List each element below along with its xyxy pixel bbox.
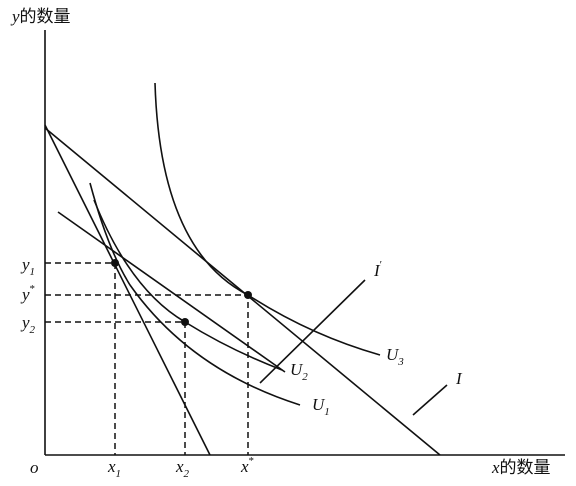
- curve-u1: [89, 182, 301, 406]
- base: U: [312, 395, 326, 414]
- guide: [45, 262, 116, 455]
- x-axis-label: x的数量: [491, 458, 551, 477]
- origin: o: [30, 458, 39, 477]
- subscript: 1: [116, 468, 122, 480]
- base: x: [240, 457, 249, 476]
- base: y: [20, 285, 30, 304]
- subscript: 2: [184, 468, 190, 480]
- subscript: 2: [30, 324, 36, 336]
- curve-u2: [93, 199, 283, 371]
- y-point-label: y1: [20, 255, 35, 278]
- y-point-label: y*: [20, 283, 35, 304]
- x-point-label: x2: [175, 457, 190, 480]
- line-label: I′: [373, 259, 382, 280]
- leader: [259, 279, 366, 384]
- curve-label: U3: [386, 345, 404, 368]
- var: y: [10, 7, 20, 26]
- base: I: [455, 369, 463, 388]
- base: U: [290, 360, 304, 379]
- superscript: *: [249, 455, 255, 467]
- subscript: 1: [324, 406, 330, 418]
- subscript: 3: [397, 356, 404, 368]
- subscript: 2: [302, 371, 308, 383]
- lines: [44, 82, 448, 456]
- y-point-label: y2: [20, 313, 36, 336]
- label: 的数量: [20, 7, 71, 26]
- base: x: [175, 457, 184, 476]
- x-point-label: x1: [107, 457, 121, 480]
- budget-line-steep: [44, 124, 211, 456]
- x-point-label: x*: [240, 455, 254, 476]
- base: U: [386, 345, 400, 364]
- base: x: [107, 457, 116, 476]
- point: [181, 318, 189, 326]
- y-axis-label: y的数量: [10, 7, 71, 26]
- superscript: ′: [380, 259, 382, 271]
- curve-label: U2: [290, 360, 308, 383]
- line-label: I: [455, 369, 463, 388]
- var: x: [491, 458, 500, 477]
- guides: [45, 259, 252, 455]
- curve-u3: [154, 82, 381, 356]
- point: [244, 291, 252, 299]
- curve-label: U1: [312, 395, 330, 418]
- base: I: [373, 261, 381, 280]
- subscript: 1: [30, 266, 36, 278]
- base: y: [20, 313, 30, 332]
- base: y: [20, 255, 30, 274]
- label: 的数量: [500, 458, 551, 477]
- compensated-line: [57, 211, 286, 373]
- guide: [45, 294, 249, 455]
- point: [111, 259, 119, 267]
- axes: [44, 30, 565, 456]
- superscript: *: [30, 283, 36, 295]
- leader: [412, 384, 448, 416]
